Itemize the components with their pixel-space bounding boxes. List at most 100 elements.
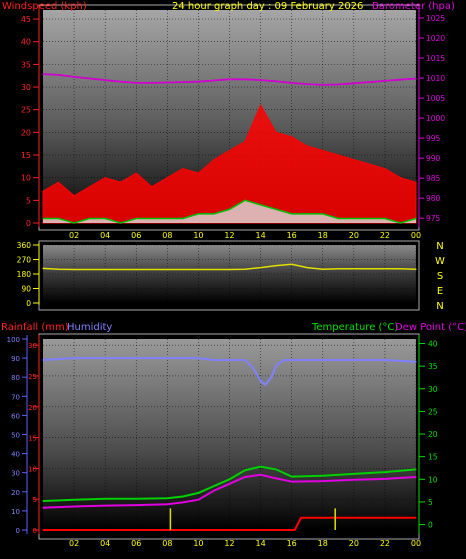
temperature-axis-title: Temperature (°C): [311, 322, 398, 333]
wind-data-point: [182, 168, 184, 170]
direction-data-point: [275, 265, 277, 267]
humidity-point: [291, 359, 293, 361]
wind-data-point: [182, 217, 184, 220]
wind-data-point: [197, 213, 199, 215]
windspeed-tick-label: 30: [21, 83, 31, 92]
direction-data-point: [135, 268, 137, 271]
wind-data-point: [322, 84, 324, 86]
wind-data-point: [213, 213, 215, 215]
wind-x-tick-label: 20: [349, 231, 359, 240]
humidity-tick-label: 0: [16, 527, 20, 535]
temperature-point: [415, 468, 417, 470]
wind-marks: [42, 73, 417, 224]
temperature-point: [291, 476, 293, 478]
direction-data-point: [228, 268, 231, 271]
dew-point-point: [260, 474, 262, 476]
humidity-tick-label: 80: [11, 374, 20, 382]
temperature-tick-label: 15: [428, 453, 438, 462]
direction-data-point: [322, 268, 324, 270]
direction-data-point: [42, 267, 44, 269]
windspeed-tick-label: 5: [26, 196, 31, 205]
humidity-point: [213, 359, 215, 361]
wind-data-point: [306, 213, 308, 215]
direction-tick-label: 270: [17, 256, 32, 265]
direction-data-point: [244, 268, 246, 270]
windspeed-tick-label: 25: [21, 106, 31, 115]
dew-point-point: [244, 476, 246, 478]
wind-data-point: [306, 145, 308, 147]
wind-data-point: [57, 217, 60, 220]
rainfall-tick-label: 30: [28, 342, 37, 350]
wind-data-point: [89, 217, 91, 220]
direction-data-point: [182, 268, 184, 271]
wind-data-point: [42, 217, 44, 220]
compass-label: N: [436, 301, 443, 312]
direction-tick-label: 90: [21, 285, 31, 294]
wind-data-point: [337, 83, 339, 86]
wind-data-point: [384, 80, 386, 82]
wind-data-point: [244, 199, 246, 201]
barometer-tick-label: 1005: [426, 94, 445, 103]
rainfall-tick-label: 15: [28, 435, 37, 443]
dew-point-point: [182, 501, 184, 503]
wind-data-point: [368, 81, 370, 83]
temp-ticks: 0510152025300102030405060708090100051015…: [7, 335, 438, 548]
dew-point-point: [275, 477, 277, 479]
wind-data-point: [228, 149, 231, 152]
barometer-tick-label: 980: [426, 194, 441, 203]
wind-data-point: [197, 81, 199, 83]
wind-data-point: [291, 136, 293, 138]
wind-data-point: [42, 190, 44, 192]
wind-x-tick-label: 16: [287, 231, 297, 240]
direction-data-point: [197, 268, 199, 271]
wind-data-point: [135, 82, 137, 84]
wind-data-point: [73, 222, 75, 224]
temperature-point: [135, 498, 137, 500]
direction-data-point: [57, 268, 60, 270]
temperature-tick-label: 5: [428, 498, 433, 507]
temperature-tick-label: 35: [428, 362, 438, 371]
humidity-axis-title: Humidity: [67, 322, 112, 333]
wind-data-point: [260, 104, 262, 106]
humidity-point: [283, 359, 285, 361]
wind-data-point: [166, 81, 168, 84]
wind-x-tick-label: 12: [224, 231, 234, 240]
wind-data-point: [213, 79, 215, 82]
barometer-tick-label: 1010: [426, 74, 445, 83]
temperature-tick-label: 20: [428, 430, 438, 439]
humidity-tick-label: 70: [11, 393, 20, 401]
wind-data-point: [291, 82, 293, 84]
wind-data-point: [228, 208, 231, 210]
wind-data-point: [104, 79, 106, 81]
wind-x-tick-label: 18: [318, 231, 328, 240]
temp-x-tick-label: 04: [100, 539, 110, 548]
temperature-tick-label: 30: [428, 385, 438, 394]
humidity-tick-label: 50: [11, 432, 20, 440]
humidity-tick-label: 30: [11, 470, 20, 478]
wind-data-point: [73, 195, 75, 197]
temperature-point: [104, 498, 106, 500]
wind-x-tick-label: 10: [193, 231, 203, 240]
wind-data-point: [166, 177, 168, 179]
rainfall-tick-label: 5: [33, 496, 37, 504]
humidity-tick-label: 10: [11, 508, 20, 516]
temperature-point: [228, 478, 231, 480]
barometer-tick-label: 990: [426, 154, 441, 163]
temperature-tick-label: 0: [428, 521, 433, 530]
humidity-point: [135, 357, 137, 359]
direction-data-point: [368, 268, 370, 270]
dew-point-point: [353, 479, 355, 481]
humidity-point: [260, 380, 262, 382]
wind-data-point: [166, 217, 168, 220]
wind-data-point: [275, 131, 277, 133]
temperature-point: [353, 473, 355, 475]
wind-data-point: [368, 217, 370, 220]
wind-barometer-panel: 0510152025303540459759809859909951000100…: [2, 1, 455, 240]
direction-data-point: [260, 267, 262, 269]
direction-data-point: [213, 268, 215, 271]
rainfall-point: [294, 529, 296, 531]
wind-data-point: [104, 217, 106, 220]
windspeed-tick-label: 20: [21, 128, 31, 137]
wind-x-tick-label: 04: [100, 231, 110, 240]
dew-point-point: [42, 507, 44, 509]
